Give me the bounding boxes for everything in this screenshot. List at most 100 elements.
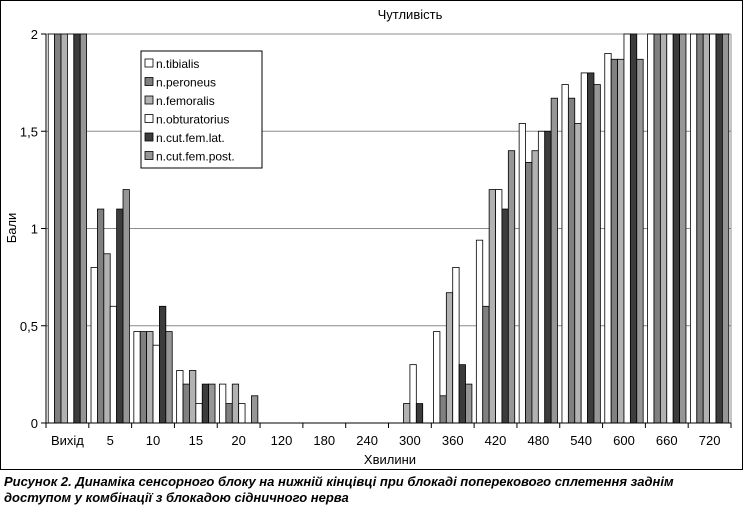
bar [208, 383, 216, 424]
bar [195, 403, 203, 424]
bar [488, 189, 496, 424]
figure-caption: Рисунок 2. Динаміка сенсорного блоку на … [4, 474, 674, 505]
bar [604, 53, 612, 424]
bar [452, 266, 460, 424]
bar [587, 72, 595, 424]
bar [623, 33, 631, 424]
bar [403, 403, 411, 424]
bar [465, 383, 473, 424]
legend-label: n.cut.fem.post. [156, 150, 235, 164]
bar [60, 33, 68, 424]
bar [54, 33, 62, 424]
x-tick-label: 480 [527, 433, 549, 448]
bar [636, 58, 644, 424]
legend-label: n.cut.fem.lat. [156, 131, 225, 145]
bar [507, 150, 516, 424]
legend-label: n.obturatorius [156, 113, 229, 127]
x-tick-label: 300 [399, 433, 421, 448]
bar [544, 130, 552, 424]
x-tick-label: 20 [231, 433, 245, 448]
y-tick-label: 0,5 [20, 319, 38, 334]
legend-swatch [144, 95, 154, 105]
bar [182, 383, 190, 424]
bar [696, 33, 704, 424]
legend-swatch [144, 132, 154, 142]
bar [251, 395, 259, 424]
bar [666, 33, 674, 424]
bar [225, 403, 233, 424]
bar [67, 33, 75, 424]
x-tick-label: 10 [146, 433, 160, 448]
bar [672, 33, 680, 424]
bar [647, 33, 655, 424]
x-tick-label: 420 [485, 433, 507, 448]
bar [139, 331, 148, 424]
x-tick-label: 240 [356, 433, 378, 448]
bar [103, 253, 111, 424]
x-tick-label: 600 [613, 433, 635, 448]
legend-box [140, 50, 263, 169]
bar [689, 33, 698, 424]
legend-label: n.femoralis [156, 94, 215, 108]
bar [610, 58, 618, 424]
axes: 0 0,5 1 1,5 2 Вихід 5 10 15 20 120 180 240 300 360 420 4… [20, 27, 732, 448]
bar [79, 33, 88, 424]
bar [122, 189, 130, 424]
x-tick-label: 5 [107, 433, 114, 448]
bar [189, 370, 197, 424]
bar [433, 331, 441, 424]
bar [152, 344, 160, 424]
bar [146, 331, 154, 424]
bar [458, 364, 466, 424]
bar [116, 208, 124, 424]
bar [721, 33, 730, 424]
x-tick-label: 180 [313, 433, 335, 448]
bar [47, 33, 56, 424]
legend-swatch [144, 151, 154, 160]
bar [176, 370, 184, 424]
bar [580, 72, 588, 424]
x-tick-label: 360 [442, 433, 464, 448]
x-tick-label: Вихід [51, 433, 84, 448]
bar [97, 208, 105, 424]
bar [409, 364, 417, 424]
y-tick-label: 0 [31, 416, 38, 431]
bar [629, 33, 638, 424]
y-tick-label: 1 [31, 222, 38, 237]
bar [715, 33, 723, 424]
bar [445, 292, 454, 424]
bar [238, 403, 246, 424]
x-tick-label: 120 [271, 433, 293, 448]
bar [593, 84, 601, 424]
bar [201, 383, 210, 424]
legend-label: n.tibialis [156, 57, 199, 71]
x-tick-label: 660 [656, 433, 678, 448]
bar [518, 123, 526, 424]
bar [165, 331, 173, 424]
bar [653, 33, 661, 424]
bar [525, 161, 533, 424]
bar [550, 97, 558, 424]
bar [709, 33, 717, 424]
bar [439, 395, 447, 424]
bar [679, 33, 687, 424]
legend-label: n.peroneus [156, 76, 216, 90]
legend: n.tibialis n.peroneus n.femoralis n.obturat… [140, 50, 263, 169]
bar [415, 403, 424, 424]
bar-chart: Чутливість Бали Хвилини 0 0,5 1 1,5 2 Вихід 5 1… [4, 7, 732, 467]
bar [567, 97, 576, 424]
bar [482, 305, 490, 424]
bar [537, 130, 546, 424]
chart-frame: Чутливість Бали Хвилини 0 0,5 1 1,5 2 Вихід 5 1… [0, 0, 743, 470]
bar [133, 331, 141, 424]
chart-title: Чутливість [378, 7, 443, 22]
bar [159, 305, 167, 424]
y-tick-label: 2 [31, 27, 38, 42]
bar [475, 239, 484, 424]
bar [219, 383, 227, 424]
bar [659, 33, 668, 424]
bar [561, 84, 569, 424]
y-tick-label: 1,5 [20, 124, 38, 139]
bar [73, 33, 81, 424]
bar [231, 383, 240, 424]
